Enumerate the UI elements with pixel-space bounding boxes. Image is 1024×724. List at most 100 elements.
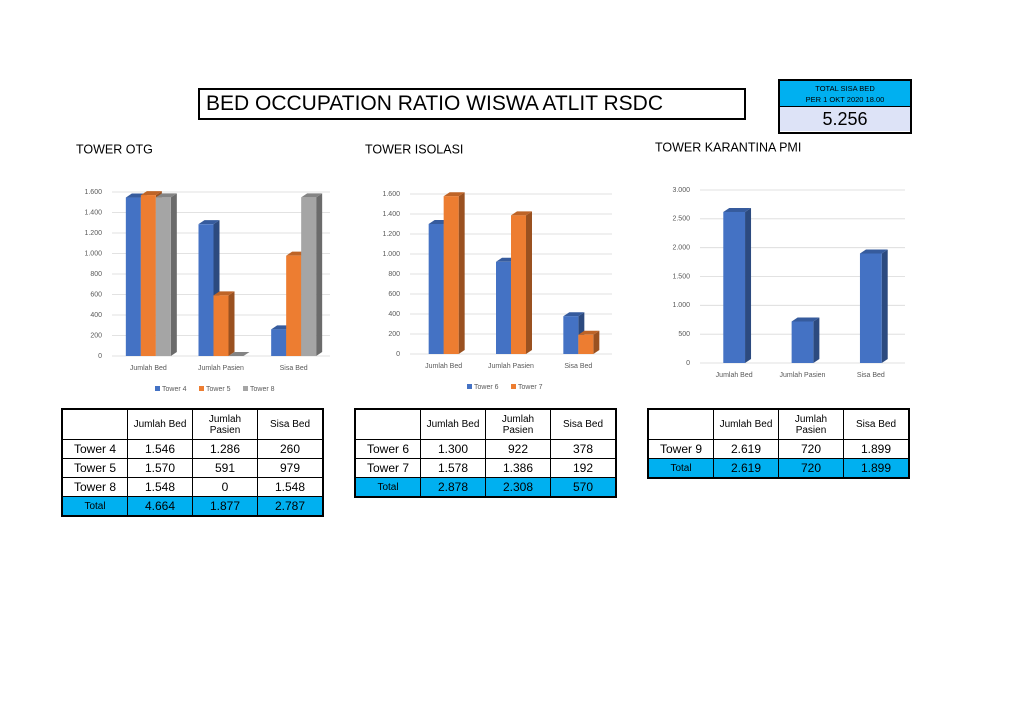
corner-cell (354, 408, 421, 440)
table-cell: 378 (550, 439, 617, 459)
bar-top (859, 249, 888, 254)
bar-top (578, 330, 600, 335)
table-cell: 979 (257, 458, 324, 478)
bar-front (859, 253, 882, 363)
bar-top (723, 207, 752, 212)
total-cell: 2.619 (713, 458, 779, 479)
bar-side (316, 193, 323, 356)
x-tick-label: Sisa Bed (857, 372, 885, 379)
bar-front (155, 197, 171, 356)
corner-cell (647, 408, 714, 440)
chart-title: TOWER KARANTINA PMI (655, 140, 801, 154)
row-header: Tower 5 (61, 458, 128, 478)
row-header: Tower 9 (647, 439, 714, 459)
total-row: Total 2.878 2.308 570 (354, 477, 617, 498)
y-tick-label: 200 (90, 332, 102, 339)
bar-front (271, 329, 287, 356)
table-cell: 192 (550, 458, 617, 478)
row-header: Tower 8 (61, 477, 128, 497)
table-cell: 720 (778, 439, 844, 459)
total-value: 5.256 (780, 107, 910, 131)
legend-label: Tower 7 (518, 384, 543, 391)
bar-front (578, 334, 594, 354)
bar (723, 207, 752, 363)
bar-front (198, 224, 214, 356)
bar-side (526, 211, 532, 354)
total-box: TOTAL SISA BED PER 1 OKT 2020 18.00 5.25… (778, 79, 912, 134)
data-row: Tower 8 1.548 0 1.548 (61, 477, 324, 497)
total-label: Total (647, 458, 714, 479)
row-header: Tower 6 (354, 439, 421, 459)
bar (859, 249, 888, 363)
legend-label: Tower 8 (250, 386, 275, 393)
table-cell: 260 (257, 439, 324, 459)
bar-top (140, 191, 162, 196)
bar-front (511, 215, 526, 354)
bar (155, 193, 177, 356)
bar-front (443, 196, 459, 354)
x-tick-label: Jumlah Bed (130, 365, 167, 372)
legend-swatch (467, 384, 472, 389)
table-cell: 1.570 (127, 458, 193, 478)
bar-top (228, 352, 250, 356)
total-cell: 1.899 (843, 458, 910, 479)
total-cell: 4.664 (127, 496, 193, 517)
bar-side (228, 291, 235, 356)
y-tick-label: 500 (678, 331, 690, 338)
legend-label: Tower 5 (206, 386, 231, 393)
total-label: Total (354, 477, 421, 498)
table-cell: 1.578 (420, 458, 486, 478)
bar-top (198, 220, 220, 225)
y-tick-label: 1.600 (382, 191, 400, 198)
legend-label: Tower 4 (162, 386, 187, 393)
bar-top (791, 317, 820, 322)
data-table: Jumlah Bed Jumlah Pasien Sisa Bed Tower 6 1.… (354, 408, 617, 498)
legend-swatch (155, 386, 160, 391)
y-tick-label: 1.200 (84, 230, 102, 237)
total-row: Total 4.664 1.877 2.787 (61, 496, 324, 517)
column-header: Jumlah Pasien (192, 408, 258, 440)
bar-side (170, 193, 177, 356)
x-tick-label: Jumlah Pasien (198, 365, 244, 372)
column-header: Sisa Bed (843, 408, 910, 440)
y-tick-label: 800 (90, 271, 102, 278)
total-cell: 2.787 (257, 496, 324, 517)
bar-front (428, 224, 444, 354)
total-row: Total 2.619 720 1.899 (647, 458, 910, 479)
bar (301, 193, 323, 356)
column-header: Sisa Bed (257, 408, 324, 440)
bar-front (301, 197, 317, 356)
total-label: Total (61, 496, 128, 517)
table-cell: 1.546 (127, 439, 193, 459)
y-tick-label: 2.500 (672, 216, 690, 223)
bar-side (745, 207, 752, 363)
row-header: Tower 4 (61, 439, 128, 459)
table-cell: 1.548 (257, 477, 324, 497)
table-cell: 0 (192, 477, 258, 497)
legend-swatch (243, 386, 248, 391)
bar-side (813, 317, 820, 363)
y-tick-label: 400 (90, 312, 102, 319)
total-cell: 720 (778, 458, 844, 479)
x-tick-label: Sisa Bed (564, 363, 592, 370)
y-tick-label: 800 (388, 271, 400, 278)
row-header: Tower 7 (354, 458, 421, 478)
column-header: Jumlah Bed (420, 408, 486, 440)
y-tick-label: 1.000 (382, 251, 400, 258)
y-tick-label: 200 (388, 331, 400, 338)
data-table: Jumlah Bed Jumlah Pasien Sisa Bed Tower 9 2.… (647, 408, 910, 479)
total-label-line: TOTAL SISA BED (815, 84, 875, 93)
legend-swatch (199, 386, 204, 391)
bar (228, 352, 250, 356)
table-cell: 1.386 (485, 458, 551, 478)
bar-top (155, 193, 177, 198)
column-header: Jumlah Pasien (778, 408, 844, 440)
bar-top (301, 193, 323, 198)
x-tick-label: Jumlah Pasien (488, 363, 534, 370)
y-tick-label: 1.000 (84, 250, 102, 257)
bar-top (511, 211, 532, 216)
bar-top (443, 192, 465, 197)
total-label: TOTAL SISA BED PER 1 OKT 2020 18.00 (780, 81, 910, 107)
legend-swatch (511, 384, 516, 389)
